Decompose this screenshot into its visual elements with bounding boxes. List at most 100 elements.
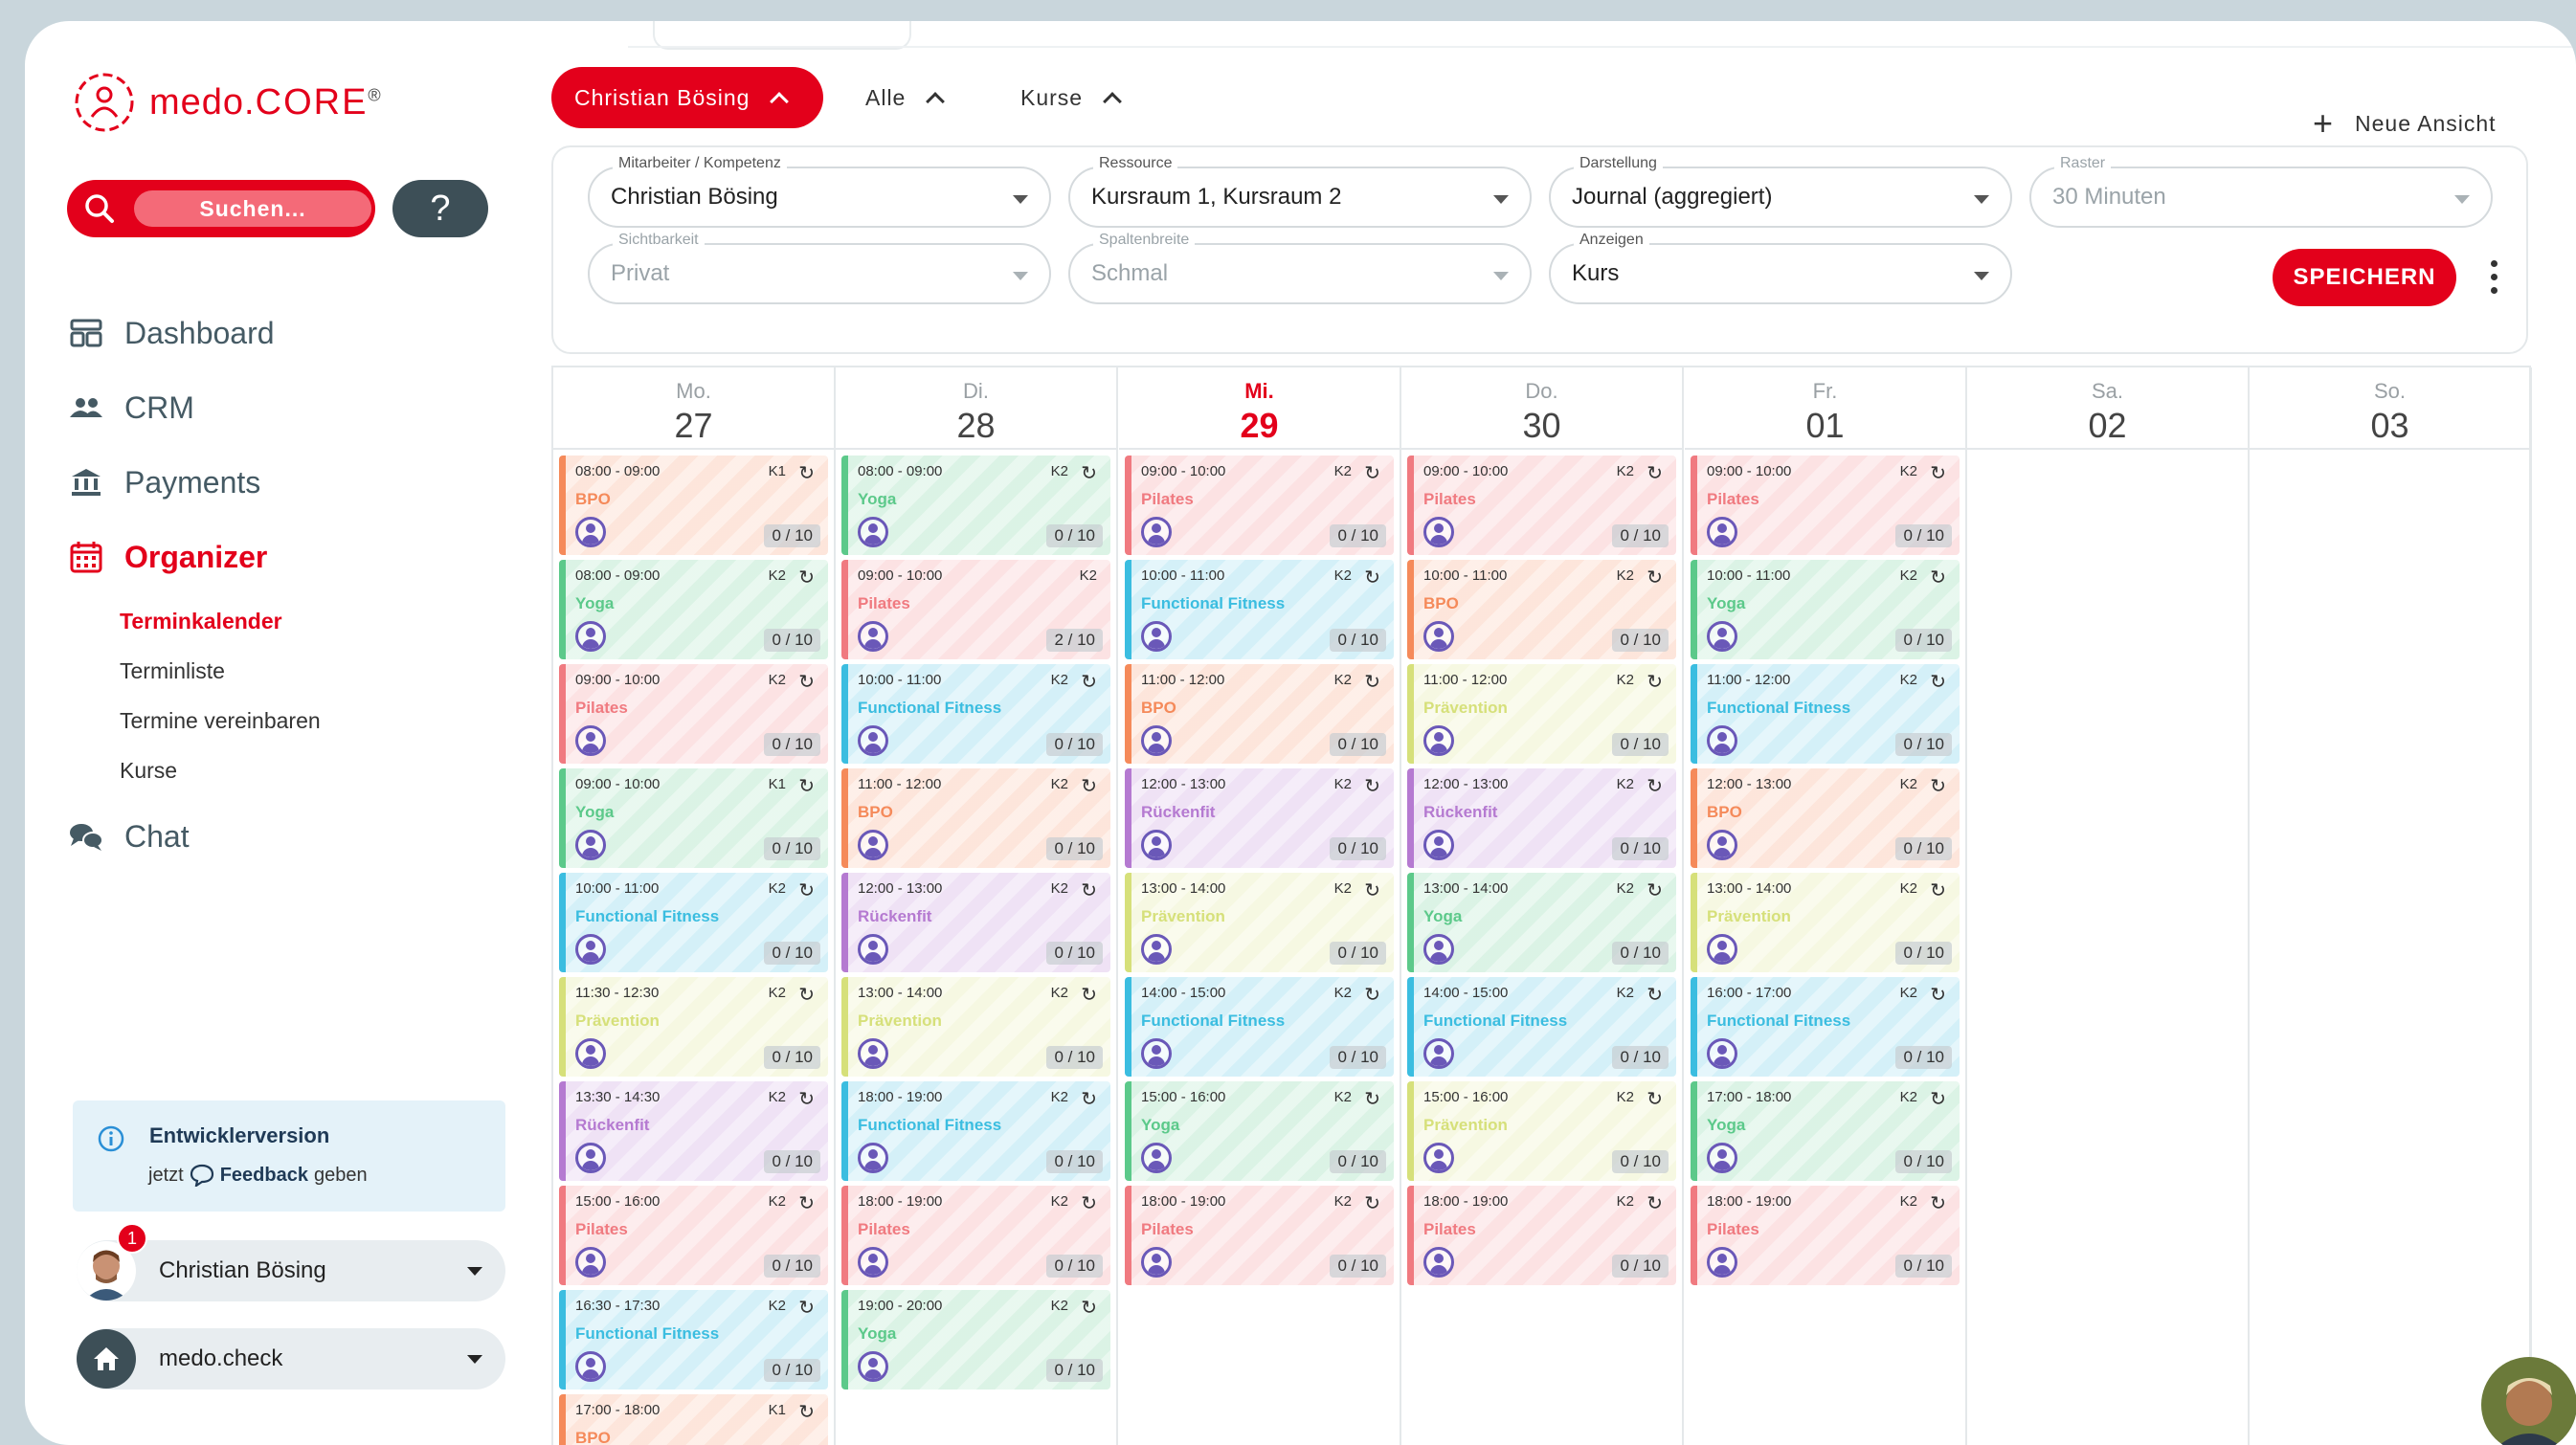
dashboard-icon [67,314,105,352]
course-event[interactable]: 09:00 - 10:00 K2 ↻ Pilates 0 / 10 [1407,456,1676,555]
courses-filter-button[interactable]: Kurse [1020,67,1122,128]
day-header[interactable]: So. 03 [2250,367,2530,450]
course-event[interactable]: 09:00 - 10:00 K1 ↻ Yoga 0 / 10 [559,768,828,868]
course-event[interactable]: 12:00 - 13:00 K2 ↻ Rückenfit 0 / 10 [841,873,1110,972]
all-filter-button[interactable]: Alle [865,67,946,128]
day-header[interactable]: Mi. 29 [1119,367,1400,450]
event-capacity: 0 / 10 [764,1150,820,1173]
day-header[interactable]: Fr. 01 [1685,367,1965,450]
workspace-menu[interactable]: medo.check [77,1328,505,1389]
course-event[interactable]: 13:00 - 14:00 K2 ↻ Prävention 0 / 10 [1125,873,1394,972]
subnav-terminkalender[interactable]: Terminkalender [120,609,282,634]
event-title: Pilates [1707,1220,1759,1238]
user-menu[interactable]: Christian Bösing [77,1240,505,1301]
nav-dashboard[interactable]: Dashboard [67,314,275,352]
course-event[interactable]: 10:00 - 11:00 K2 ↻ Functional Fitness 0 / 10 [559,873,828,972]
nav-crm[interactable]: CRM [67,389,194,427]
save-button[interactable]: SPEICHERN [2273,249,2456,306]
new-view-button[interactable]: + Neue Ansicht [2313,103,2497,144]
nav-organizer[interactable]: Organizer [67,538,267,576]
course-event[interactable]: 15:00 - 16:00 K2 ↻ Prävention 0 / 10 [1407,1081,1676,1181]
course-event[interactable]: 17:00 - 18:00 K1 ↻ BPO [559,1394,828,1445]
event-title: Pilates [858,594,910,612]
course-event[interactable]: 11:00 - 12:00 K2 ↻ Prävention 0 / 10 [1407,664,1676,764]
event-time: 10:00 - 11:00 [1707,567,1791,584]
event-room: K2 [768,1298,786,1314]
course-event[interactable]: 18:00 - 19:00 K2 ↻ Pilates 0 / 10 [1691,1186,1960,1285]
course-event[interactable]: 15:00 - 16:00 K2 ↻ Pilates 0 / 10 [559,1186,828,1285]
participant-icon [575,934,606,965]
display-select[interactable]: Darstellung Journal (aggregiert) [1549,155,2012,228]
course-event[interactable]: 18:00 - 19:00 K2 ↻ Functional Fitness 0 / 10 [841,1081,1110,1181]
course-event[interactable]: 16:30 - 17:30 K2 ↻ Functional Fitness 0 / 10 [559,1290,828,1389]
column-width-select[interactable]: Spaltenbreite Schmal [1068,232,1532,304]
more-options-icon[interactable] [2491,260,2498,300]
course-event[interactable]: 13:00 - 14:00 K2 ↻ Prävention 0 / 10 [841,977,1110,1077]
course-event[interactable]: 09:00 - 10:00 K2 ↻ Pilates 0 / 10 [1691,456,1960,555]
course-event[interactable]: 13:30 - 14:30 K2 ↻ Rückenfit 0 / 10 [559,1081,828,1181]
event-time: 09:00 - 10:00 [1423,463,1509,479]
course-event[interactable]: 18:00 - 19:00 K2 ↻ Pilates 0 / 10 [1407,1186,1676,1285]
nav-payments[interactable]: Payments [67,463,260,501]
event-time: 11:00 - 12:00 [1423,672,1508,688]
day-header[interactable]: Mo. 27 [553,367,834,450]
participant-icon [1423,1247,1454,1278]
help-button[interactable]: ? [392,180,488,237]
repeat-icon: ↻ [1081,776,1097,797]
course-event[interactable]: 09:00 - 10:00 K2 Pilates 2 / 10 [841,560,1110,659]
grid-select[interactable]: Raster 30 Minuten [2029,155,2493,228]
caret-down-icon [467,1266,482,1276]
course-event[interactable]: 09:00 - 10:00 K2 ↻ Pilates 0 / 10 [559,664,828,764]
course-event[interactable]: 12:00 - 13:00 K2 ↻ Rückenfit 0 / 10 [1407,768,1676,868]
course-event[interactable]: 16:00 - 17:00 K2 ↻ Functional Fitness 0 / 10 [1691,977,1960,1077]
course-event[interactable]: 14:00 - 15:00 K2 ↻ Functional Fitness 0 / 10 [1125,977,1394,1077]
subnav-kurse[interactable]: Kurse [120,758,178,783]
search-button[interactable]: Suchen... [67,180,375,237]
course-event[interactable]: 15:00 - 16:00 K2 ↻ Yoga 0 / 10 [1125,1081,1394,1181]
participant-icon [1141,1143,1172,1173]
resource-select[interactable]: Ressource Kursraum 1, Kursraum 2 [1068,155,1532,228]
event-title: Pilates [858,1220,910,1238]
course-event[interactable]: 10:00 - 11:00 K2 ↻ Functional Fitness 0 / 10 [841,664,1110,764]
course-event[interactable]: 11:30 - 12:30 K2 ↻ Prävention 0 / 10 [559,977,828,1077]
user-filter-button[interactable]: Christian Bösing [551,67,823,128]
course-event[interactable]: 11:00 - 12:00 K2 ↻ BPO 0 / 10 [841,768,1110,868]
course-event[interactable]: 08:00 - 09:00 K1 ↻ BPO 0 / 10 [559,456,828,555]
course-event[interactable]: 13:00 - 14:00 K2 ↻ Yoga 0 / 10 [1407,873,1676,972]
course-event[interactable]: 09:00 - 10:00 K2 ↻ Pilates 0 / 10 [1125,456,1394,555]
course-event[interactable]: 18:00 - 19:00 K2 ↻ Pilates 0 / 10 [1125,1186,1394,1285]
course-event[interactable]: 10:00 - 11:00 K2 ↻ BPO 0 / 10 [1407,560,1676,659]
subnav-terminliste[interactable]: Terminliste [120,658,225,683]
repeat-icon: ↻ [1646,985,1663,1006]
brand-logo[interactable]: medo.CORE® [73,71,382,134]
course-event[interactable]: 17:00 - 18:00 K2 ↻ Yoga 0 / 10 [1691,1081,1960,1181]
course-event[interactable]: 08:00 - 09:00 K2 ↻ Yoga 0 / 10 [841,456,1110,555]
course-event[interactable]: 10:00 - 11:00 K2 ↻ Functional Fitness 0 / 10 [1125,560,1394,659]
support-avatar[interactable] [2481,1357,2576,1445]
feedback-link[interactable]: jetzt Feedback geben [148,1164,368,1187]
course-event[interactable]: 18:00 - 19:00 K2 ↻ Pilates 0 / 10 [841,1186,1110,1285]
course-event[interactable]: 13:00 - 14:00 K2 ↻ Prävention 0 / 10 [1691,873,1960,972]
course-event[interactable]: 12:00 - 13:00 K2 ↻ BPO 0 / 10 [1691,768,1960,868]
course-event[interactable]: 11:00 - 12:00 K2 ↻ Functional Fitness 0 / 10 [1691,664,1960,764]
nav-chat[interactable]: Chat [67,817,190,856]
participant-icon [1141,725,1172,756]
course-event[interactable]: 12:00 - 13:00 K2 ↻ Rückenfit 0 / 10 [1125,768,1394,868]
event-room: K2 [1333,672,1352,688]
feedback-prefix: jetzt [148,1164,184,1186]
day-header[interactable]: Sa. 02 [1967,367,2248,450]
day-number: 27 [674,406,713,445]
staff-select[interactable]: Mitarbeiter / Kompetenz Christian Bösing [588,155,1051,228]
course-event[interactable]: 08:00 - 09:00 K2 ↻ Yoga 0 / 10 [559,560,828,659]
visibility-select[interactable]: Sichtbarkeit Privat [588,232,1051,304]
event-time: 12:00 - 13:00 [1423,776,1509,792]
course-event[interactable]: 10:00 - 11:00 K2 ↻ Yoga 0 / 10 [1691,560,1960,659]
course-event[interactable]: 11:00 - 12:00 K2 ↻ BPO 0 / 10 [1125,664,1394,764]
day-header[interactable]: Do. 30 [1401,367,1682,450]
subnav-termine-vereinbaren[interactable]: Termine vereinbaren [120,708,321,733]
event-room: K2 [1050,463,1068,479]
show-select[interactable]: Anzeigen Kurs [1549,232,2012,304]
course-event[interactable]: 14:00 - 15:00 K2 ↻ Functional Fitness 0 / 10 [1407,977,1676,1077]
day-header[interactable]: Di. 28 [836,367,1116,450]
course-event[interactable]: 19:00 - 20:00 K2 ↻ Yoga 0 / 10 [841,1290,1110,1389]
